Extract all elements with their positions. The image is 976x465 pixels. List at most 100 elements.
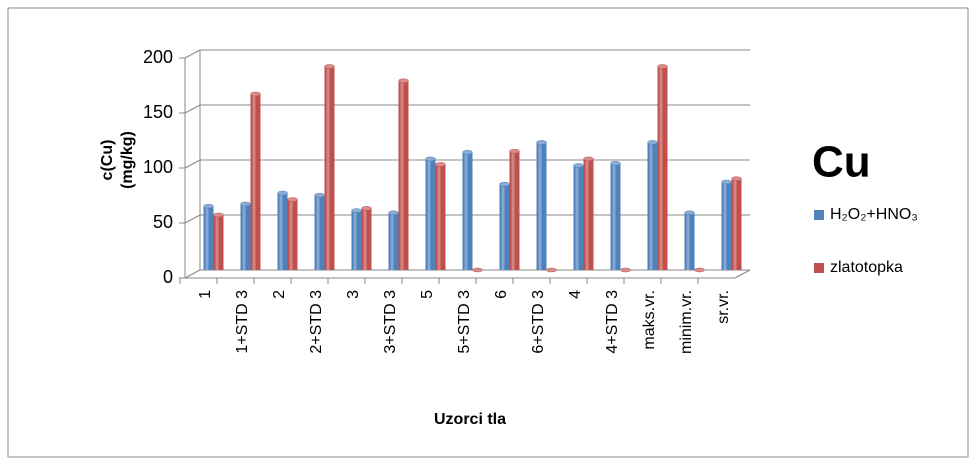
bar-cap (435, 162, 446, 167)
bar-highlight (659, 66, 663, 270)
chart-title: Cu (812, 138, 871, 187)
x-tick-label: 4+STD 3 (604, 290, 621, 354)
bar-highlight (353, 210, 357, 270)
bar-cap (647, 140, 658, 145)
bar-highlight (501, 184, 505, 270)
x-tick-label: 5+STD 3 (456, 290, 473, 354)
bar-group (351, 208, 362, 270)
bar-highlight (205, 206, 209, 270)
bar-highlight (390, 212, 394, 270)
x-tick-label: 2+STD 3 (308, 290, 325, 354)
bar-cap (536, 140, 547, 145)
bar-highlight (612, 163, 616, 270)
bar-group (546, 267, 557, 273)
bar-group (684, 210, 695, 270)
x-tick-label: 3 (345, 290, 362, 299)
bar-cap (287, 197, 298, 202)
bar-group (314, 192, 325, 270)
x-tick-label: 6 (493, 290, 510, 299)
bar-cap (509, 148, 520, 154)
bar-group (499, 181, 510, 270)
bar-cap (203, 203, 214, 209)
axis-line (734, 269, 751, 279)
bar-cap (425, 156, 436, 162)
bar-group (425, 156, 436, 270)
bar-group (620, 267, 631, 273)
x-tick-label: 1 (197, 290, 214, 299)
bar-cap (240, 201, 251, 207)
bar-group (647, 140, 658, 270)
bar-cap (684, 210, 695, 216)
bar-cap (546, 267, 557, 273)
x-tick-label: 1+STD 3 (234, 290, 251, 354)
bar-cap (351, 208, 362, 213)
bar-highlight (316, 195, 320, 270)
bar-cap (499, 181, 510, 187)
bar-cap (324, 64, 335, 69)
bar-group (240, 201, 251, 270)
bar-group (472, 267, 483, 273)
bar-group (536, 140, 547, 270)
legend-swatch (814, 210, 824, 220)
bar-group (213, 212, 224, 270)
y-tick-label: 150 (143, 102, 173, 122)
bar-group (731, 176, 742, 270)
grid-line (184, 214, 201, 224)
x-tick-label: sr.vr. (715, 290, 732, 324)
y-tick-label: 200 (143, 47, 173, 67)
bar-highlight (289, 199, 293, 270)
x-tick-label: minim.vr. (678, 290, 695, 354)
bar-group (361, 206, 372, 270)
bar-cap (610, 161, 621, 166)
bar-highlight (252, 94, 256, 270)
bar-cap (314, 192, 325, 198)
bar-cap (694, 267, 705, 273)
chart-border (7, 7, 969, 458)
bar-highlight (733, 178, 737, 270)
bar-cap (731, 176, 742, 181)
grid-line (184, 104, 201, 114)
y-axis-label-line: c(Cu) (99, 140, 116, 181)
bar-group (324, 64, 335, 270)
bar-group (462, 150, 473, 270)
bar-cap (388, 210, 399, 216)
y-tick-label: 100 (143, 157, 173, 177)
bar-highlight (437, 164, 441, 270)
bar-cap (277, 190, 288, 196)
bar-highlight (326, 66, 330, 270)
bar-group (398, 78, 409, 270)
bar-cap (583, 156, 594, 162)
bar-highlight (215, 215, 219, 270)
bar-highlight (511, 151, 515, 270)
bar-cap (721, 179, 732, 185)
bar-cap (573, 163, 584, 168)
bar-group (509, 148, 520, 270)
x-tick-label: 3+STD 3 (382, 290, 399, 354)
bar-cap (462, 150, 473, 155)
y-axis-label-line: (mg/kg) (119, 131, 136, 189)
bar-group (388, 210, 399, 270)
legend-swatch (814, 263, 824, 273)
bar-highlight (575, 165, 579, 270)
bar-cap (620, 267, 631, 273)
bar-highlight (279, 193, 283, 270)
bar-cap (361, 206, 372, 211)
bar-cap (213, 212, 224, 218)
bar-group (610, 161, 621, 270)
bar-cap (472, 267, 483, 273)
bar-group (250, 91, 261, 270)
legend-label: zlatotopka (830, 259, 903, 276)
y-axis-label: c(Cu) (mg/kg) (99, 131, 136, 189)
bar-group (203, 203, 214, 270)
bar-group (583, 156, 594, 270)
x-tick-label: 2 (271, 290, 288, 299)
bar-highlight (538, 142, 542, 270)
x-axis-label: Uzorci tla (434, 411, 506, 428)
bar-group (277, 190, 288, 270)
bar-highlight (686, 212, 690, 270)
bar-cap (250, 91, 261, 97)
x-tick-label: 6+STD 3 (530, 290, 547, 354)
bar-group (657, 64, 668, 270)
x-tick-label: 5 (419, 290, 436, 299)
